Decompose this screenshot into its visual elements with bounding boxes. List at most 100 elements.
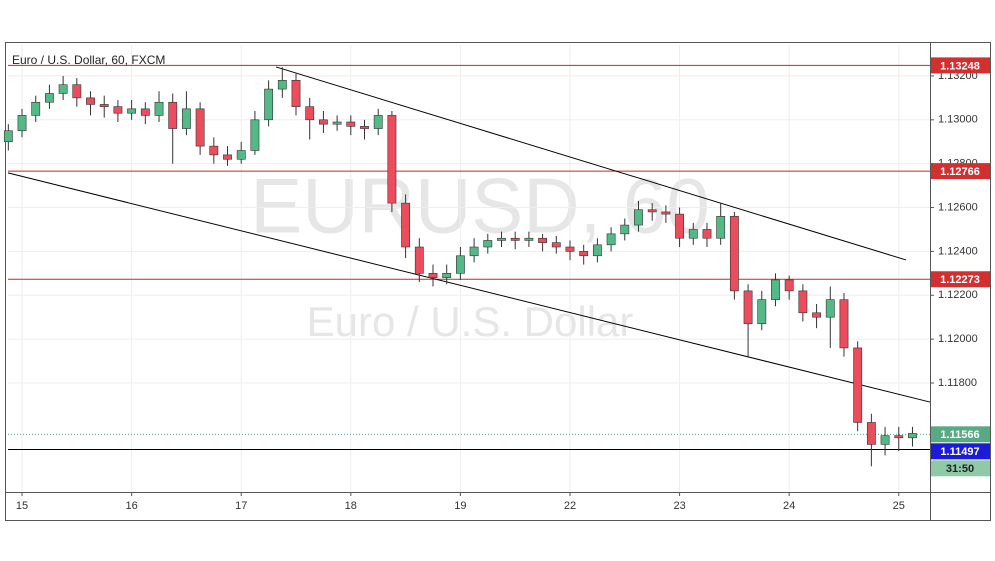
candle-body bbox=[291, 80, 301, 107]
candle-body bbox=[442, 273, 452, 279]
candle-body bbox=[195, 108, 205, 147]
candle-body bbox=[661, 211, 671, 215]
x-tick-label: 18 bbox=[345, 500, 357, 512]
price-label-box bbox=[931, 460, 990, 477]
price-label-box bbox=[931, 443, 990, 460]
candle-body bbox=[17, 115, 27, 132]
candle-body bbox=[812, 312, 821, 318]
y-tick-label: 1.12600 bbox=[938, 201, 978, 213]
candle-body bbox=[880, 435, 890, 445]
candle-body bbox=[277, 80, 287, 90]
candle-body bbox=[305, 106, 315, 121]
price-label: 1.12766 bbox=[940, 166, 980, 178]
x-tick-label: 15 bbox=[16, 500, 28, 512]
candle-body bbox=[497, 237, 506, 241]
x-tick-label: 16 bbox=[125, 500, 137, 512]
candle-body bbox=[839, 299, 849, 349]
candle-body bbox=[757, 299, 767, 325]
watermark-symbol: EURUSD, 60 bbox=[250, 162, 709, 250]
candle-body bbox=[538, 237, 548, 243]
candle-body bbox=[140, 108, 150, 116]
price-label: 1.13248 bbox=[940, 60, 980, 72]
price-label: 1.11497 bbox=[940, 446, 979, 458]
candle-body bbox=[168, 101, 178, 129]
candle-body bbox=[688, 229, 698, 239]
candle-body bbox=[58, 84, 68, 94]
price-label-box bbox=[931, 163, 990, 180]
candle-body bbox=[510, 237, 520, 241]
candle-body bbox=[373, 115, 383, 129]
candle-body bbox=[86, 97, 95, 105]
candle-body bbox=[99, 104, 109, 107]
y-tick-label: 1.12400 bbox=[938, 245, 978, 257]
candle-body bbox=[31, 101, 41, 116]
candle-body bbox=[606, 233, 616, 246]
price-label-box bbox=[931, 271, 990, 288]
candle-body bbox=[318, 119, 328, 125]
y-tick-label: 1.11800 bbox=[938, 377, 977, 389]
candle-body bbox=[182, 108, 191, 129]
candle-body bbox=[414, 246, 424, 274]
candle-body bbox=[675, 213, 684, 239]
candle-body bbox=[743, 290, 753, 325]
x-tick-label: 24 bbox=[783, 500, 795, 512]
candle-body bbox=[401, 202, 411, 248]
candle-body bbox=[784, 279, 794, 292]
candle-body bbox=[387, 115, 397, 204]
price-label-box bbox=[931, 57, 990, 74]
candle-body bbox=[716, 215, 726, 239]
x-tick-label: 19 bbox=[454, 500, 466, 512]
trendline bbox=[7, 172, 931, 403]
candle-body bbox=[592, 244, 602, 257]
candle-body bbox=[250, 119, 260, 151]
candle-body bbox=[127, 108, 137, 114]
candle-body bbox=[264, 88, 274, 121]
candle-body bbox=[894, 435, 904, 439]
candle-body bbox=[45, 93, 54, 103]
frame bbox=[5, 42, 991, 521]
candle-body bbox=[524, 237, 534, 241]
candle-body bbox=[771, 279, 780, 300]
candle-body bbox=[634, 209, 643, 226]
y-tick-label: 1.12000 bbox=[938, 333, 978, 345]
candle-body bbox=[428, 273, 438, 279]
price-label: 1.12273 bbox=[940, 274, 980, 286]
x-tick-label: 22 bbox=[564, 500, 576, 512]
candle-body bbox=[579, 251, 589, 257]
candle-body bbox=[551, 242, 561, 248]
trendline bbox=[275, 66, 907, 261]
candle-body bbox=[647, 209, 657, 213]
chart-title: Euro / U.S. Dollar, 60, FXCM bbox=[12, 53, 165, 67]
candle-body bbox=[469, 246, 479, 257]
candle-body bbox=[3, 130, 13, 143]
candle-body bbox=[72, 84, 82, 99]
x-tick-label: 25 bbox=[893, 500, 905, 512]
candle-body bbox=[223, 154, 232, 160]
y-tick-label: 1.12200 bbox=[938, 289, 978, 301]
candle-body bbox=[483, 240, 493, 248]
candle-body bbox=[113, 106, 123, 114]
price-label: 31:50 bbox=[946, 463, 974, 475]
candle-body bbox=[825, 299, 835, 318]
candle-body bbox=[360, 126, 369, 129]
candle-body bbox=[332, 121, 342, 125]
candle-body bbox=[729, 215, 739, 292]
candle-body bbox=[620, 224, 630, 235]
candle-body bbox=[853, 347, 863, 423]
candle-body bbox=[908, 433, 917, 439]
candle-body bbox=[154, 101, 164, 116]
x-tick-label: 17 bbox=[235, 500, 247, 512]
price-label-box bbox=[931, 426, 990, 443]
y-tick-label: 1.13000 bbox=[938, 114, 978, 126]
price-label: 1.11566 bbox=[940, 429, 979, 441]
candle-body bbox=[346, 121, 356, 127]
candle-body bbox=[236, 150, 246, 160]
candle-body bbox=[702, 229, 712, 239]
candle-body bbox=[798, 290, 808, 314]
x-tick-label: 23 bbox=[673, 500, 685, 512]
candle-body bbox=[209, 145, 219, 156]
candle-body bbox=[455, 255, 465, 274]
watermark-name: Euro / U.S. Dollar bbox=[307, 298, 634, 345]
